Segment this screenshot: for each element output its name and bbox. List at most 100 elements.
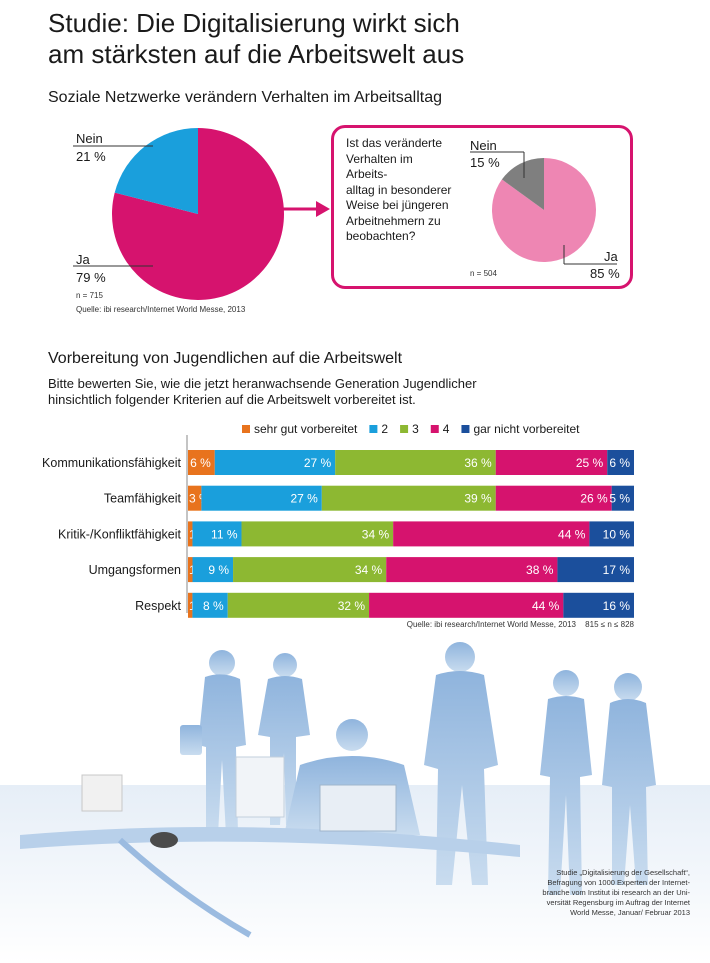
bar-chart-n-label: 815 ≤ n ≤ 828 (585, 620, 634, 629)
stacked-bar-chart: sehr gut vorbereitet 2 3 4 gar nicht vorbere… (42, 422, 635, 629)
page-title-line-2: am stärksten auf die Arbeitswelt aus (48, 39, 465, 69)
pie-1-n-label: n = 715 (76, 291, 103, 300)
bar-value-label: 11 % (211, 527, 238, 541)
legend-swatch (242, 425, 250, 433)
category-label: Respekt (135, 599, 181, 613)
bar-segment (227, 592, 370, 618)
bar-segment (214, 450, 336, 475)
bar-value-label: 32 % (338, 599, 366, 613)
bar-segment (192, 557, 234, 583)
pie-1-label-ja: Ja (76, 252, 90, 267)
office-illustration (0, 642, 710, 963)
bar-segment (321, 485, 496, 511)
bar-segment (611, 485, 634, 511)
category-label: Kritik-/Konfliktfähigkeit (58, 527, 181, 541)
bar-value-label: 27 % (304, 456, 332, 470)
footnote: Studie „Digitalisierung der Gesellschaft… (488, 868, 690, 918)
pie-1-value-nein: 21 % (76, 149, 106, 164)
pie-2-slice-nein (501, 158, 544, 210)
printer (81, 774, 123, 812)
bar-segment (386, 557, 558, 583)
bar-value-label: 44 % (532, 599, 560, 613)
pie-1-slice-nein (114, 128, 198, 214)
bar-segment (495, 485, 612, 511)
bar-segment (188, 450, 215, 475)
bar-segment (335, 450, 496, 475)
footnote-line: versität Regensburg im Auftrag der Inter… (546, 898, 690, 907)
question-line: alltag in besonderer (346, 182, 452, 197)
bar-segment (188, 557, 193, 583)
footnote-line: branche vom Institut ibi research an der… (542, 888, 690, 897)
pie-2-value-ja: 85 % (590, 266, 620, 281)
bar-segment (192, 592, 228, 618)
subtitle-line-1: Bitte bewerten Sie, wie die jetzt heranw… (48, 376, 477, 391)
bar-value-label: 6 % (190, 456, 211, 470)
bar-segment (233, 557, 387, 583)
legend-label: 3 (412, 422, 419, 436)
legend-swatch (430, 425, 439, 433)
desk-phone (150, 832, 178, 848)
bar-value-label: 36 % (464, 456, 492, 470)
bar-value-label: 26 % (580, 492, 608, 506)
desk (20, 827, 520, 857)
section-2-title: Vorbereitung von Jugendlichen auf die Ar… (48, 350, 403, 367)
bar-segment (369, 592, 564, 618)
pie-2-label-ja: Ja (604, 249, 618, 264)
question-line: Verhalten im Arbeits- (346, 151, 413, 182)
bar-segment (188, 485, 202, 511)
subtitle-line-2: hinsichtlich folgender Kriterien auf die… (48, 392, 416, 407)
desk-leg (117, 837, 252, 938)
pie-chart-social-networks (73, 128, 284, 300)
bar-value-label: 6 % (609, 456, 630, 470)
legend-swatch (369, 425, 378, 433)
bar-value-label: 44 % (558, 527, 586, 541)
bar-value-label: 8 % (203, 599, 224, 613)
question-line: Arbeitnehmern zu (346, 213, 441, 228)
section-2-subtitle: Bitte bewerten Sie, wie die jetzt heranw… (48, 376, 478, 408)
bar-segment (241, 521, 394, 547)
monitor (235, 756, 285, 818)
bar-segment (393, 521, 590, 547)
category-label: Umgangsformen (89, 563, 181, 577)
bar-value-label: 39 % (464, 492, 492, 506)
pie-2-label-nein: Nein (470, 138, 497, 153)
bar-chart-source: Quelle: ibi research/Internet World Mess… (407, 620, 577, 629)
legend-label: sehr gut vorbereitet (254, 422, 358, 436)
pie-1-source: Quelle: ibi research/Internet World Mess… (76, 305, 246, 314)
bar-segment (188, 592, 193, 618)
pie-1-label-nein: Nein (76, 131, 103, 146)
footnote-line: Studie „Digitalisierung der Gesellschaft… (556, 868, 690, 877)
question-box (331, 125, 633, 289)
question-text: Ist das veränderte Verhalten im Arbeits-… (346, 136, 456, 245)
bar-value-label: 16 % (603, 599, 631, 613)
bar-value-label: 34 % (355, 563, 383, 577)
arrow-right-icon (282, 201, 330, 217)
legend-label: 2 (381, 422, 388, 436)
page-title-line-1: Studie: Die Digitalisierung wirkt sich (48, 8, 460, 38)
pie-2-n-label: n = 504 (470, 269, 497, 278)
pie-2-value-nein: 15 % (470, 155, 500, 170)
legend-swatch (400, 425, 409, 433)
bar-segment (607, 450, 634, 475)
bar-segment (557, 557, 634, 583)
bar-segment (563, 592, 634, 618)
category-label: Teamfähigkeit (104, 492, 182, 506)
bar-value-label: 27 % (290, 492, 318, 506)
bar-segment (201, 485, 322, 511)
bar-value-label: 5 % (609, 492, 630, 506)
legend-label: gar nicht vorbereitet (473, 422, 580, 436)
bar-segment (192, 521, 242, 547)
bar-segment (589, 521, 634, 547)
question-line: Ist das veränderte (346, 136, 443, 150)
laptop (319, 784, 397, 832)
question-line: Weise bei jüngeren (346, 198, 449, 212)
footnote-line: Befragung von 1000 Experten der Internet… (547, 878, 690, 887)
section-1-title: Soziale Netzwerke verändern Verhalten im… (48, 89, 442, 106)
bar-segment (495, 450, 608, 475)
legend-swatch (461, 425, 470, 433)
legend-label: 4 (443, 422, 450, 436)
bar-value-label: 17 % (603, 563, 631, 577)
bar-value-label: 9 % (208, 563, 229, 577)
bar-value-label: 38 % (526, 563, 554, 577)
category-label: Kommunikationsfähigkeit (42, 456, 181, 470)
